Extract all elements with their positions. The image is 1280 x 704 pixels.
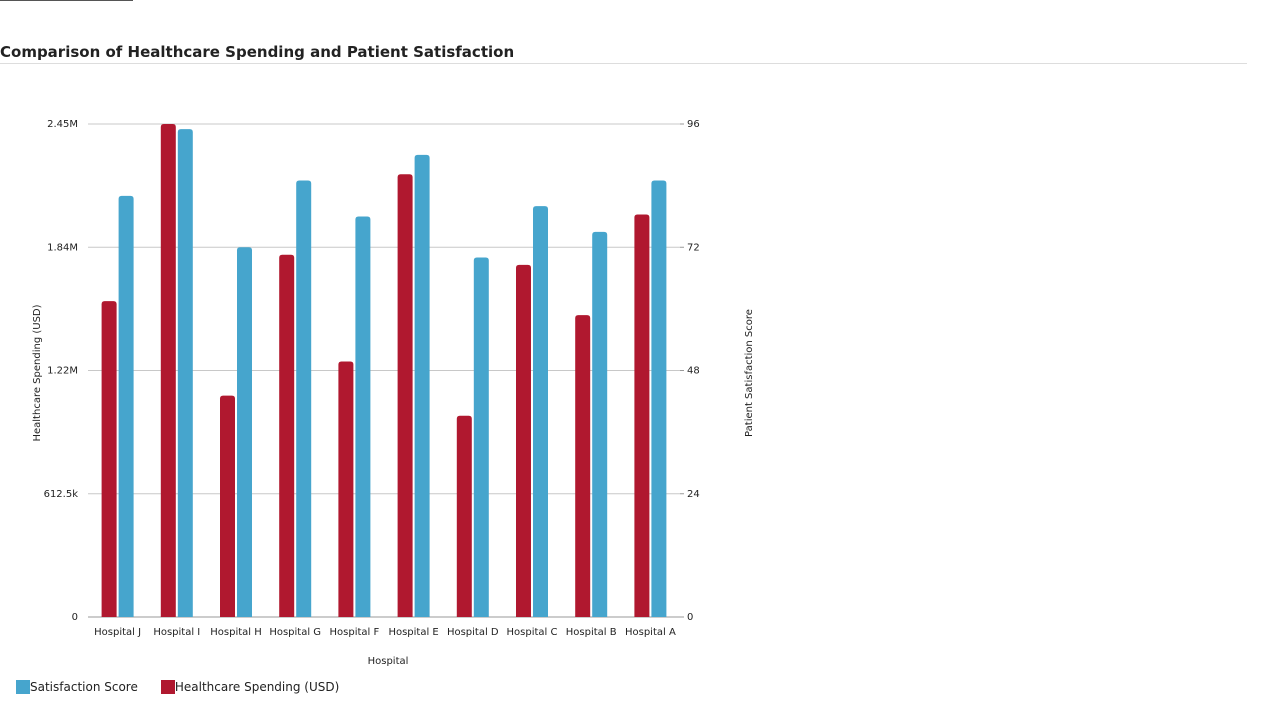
bar-layer (101, 124, 667, 618)
bar-satisfaction[interactable] (651, 180, 667, 618)
x-tick-label: Hospital F (330, 627, 380, 638)
title-divider (0, 63, 1247, 64)
bar-spending[interactable] (279, 254, 295, 618)
bar-spending[interactable] (397, 174, 413, 617)
bar-satisfaction[interactable] (473, 257, 489, 617)
y-right-tick-label: 72 (687, 242, 700, 253)
top-divider (0, 0, 133, 1)
x-tick-label: Hospital C (507, 627, 558, 638)
y-right-tick-label: 0 (687, 612, 693, 623)
bar-spending[interactable] (575, 315, 591, 617)
legend-label-spending: Healthcare Spending (USD) (174, 680, 340, 694)
bar-spending[interactable] (634, 214, 650, 617)
legend: Satisfaction Score Healthcare Spending (… (16, 680, 362, 694)
bar-satisfaction[interactable] (177, 129, 193, 617)
x-tick-label: Hospital D (447, 627, 499, 638)
x-axis-label: Hospital (368, 656, 409, 667)
x-tick-label: Hospital I (153, 627, 200, 638)
legend-item-satisfaction[interactable]: Satisfaction Score (16, 680, 138, 694)
bar-satisfaction[interactable] (592, 231, 608, 617)
x-tick-label: Hospital B (566, 627, 617, 638)
bar-satisfaction[interactable] (355, 216, 371, 617)
y-right-tick-label: 96 (687, 119, 700, 130)
bar-satisfaction[interactable] (118, 195, 134, 618)
bar-spending[interactable] (220, 395, 235, 617)
y-right-tick-label: 48 (687, 366, 700, 377)
legend-swatch-spending (160, 680, 175, 694)
grid-layer (88, 123, 680, 618)
y-left-tick-label: 1.84M (47, 242, 78, 253)
y-left-tick-label: 2.45M (47, 119, 78, 130)
x-tick-label: Hospital H (210, 627, 262, 638)
legend-swatch-satisfaction (16, 680, 30, 694)
legend-item-spending[interactable]: Healthcare Spending (USD) (160, 680, 340, 694)
legend-label-satisfaction: Satisfaction Score (30, 680, 138, 694)
x-tick-label: Hospital E (388, 627, 438, 638)
y-left-tick-label: 0 (72, 612, 78, 623)
x-tick-label: Hospital A (625, 627, 676, 638)
chart-title: Comparison of Healthcare Spending and Pa… (0, 43, 515, 61)
bar-spending[interactable] (160, 124, 176, 617)
x-tick-label: Hospital G (269, 627, 321, 638)
y-axis-left-label: Healthcare Spending (USD) (32, 304, 43, 441)
y-right-tick-label: 24 (687, 489, 700, 500)
y-axis-right-label: Patient Satisfaction Score (744, 309, 755, 437)
x-tick-label: Hospital J (94, 627, 141, 638)
bar-spending[interactable] (101, 301, 117, 617)
tick-layer: 0 0 612.5k 24 1.22M 48 1.84M 72 2.45M 96 Hospital … (44, 119, 700, 638)
bar-satisfaction[interactable] (533, 206, 548, 617)
bar-spending[interactable] (338, 361, 354, 617)
bar-satisfaction[interactable] (414, 154, 430, 617)
bar-spending[interactable] (456, 415, 472, 617)
bar-satisfaction[interactable] (237, 247, 252, 617)
bar-spending[interactable] (516, 264, 531, 617)
y-left-tick-label: 1.22M (47, 366, 78, 377)
bar-satisfaction[interactable] (296, 180, 312, 618)
y-left-tick-label: 612.5k (44, 489, 79, 500)
